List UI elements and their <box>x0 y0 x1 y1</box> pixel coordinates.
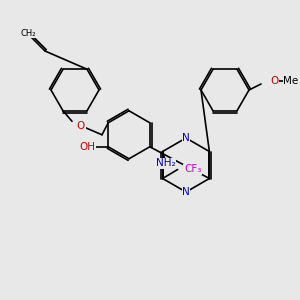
Text: NH₂: NH₂ <box>156 158 176 169</box>
Text: CF₃: CF₃ <box>184 164 201 175</box>
Text: N: N <box>182 133 190 143</box>
Text: N: N <box>182 187 190 197</box>
Text: O: O <box>77 121 85 131</box>
Text: O: O <box>270 76 279 86</box>
Text: Me: Me <box>284 76 298 86</box>
Text: CH₂: CH₂ <box>21 28 36 38</box>
Text: OH: OH <box>79 142 95 152</box>
